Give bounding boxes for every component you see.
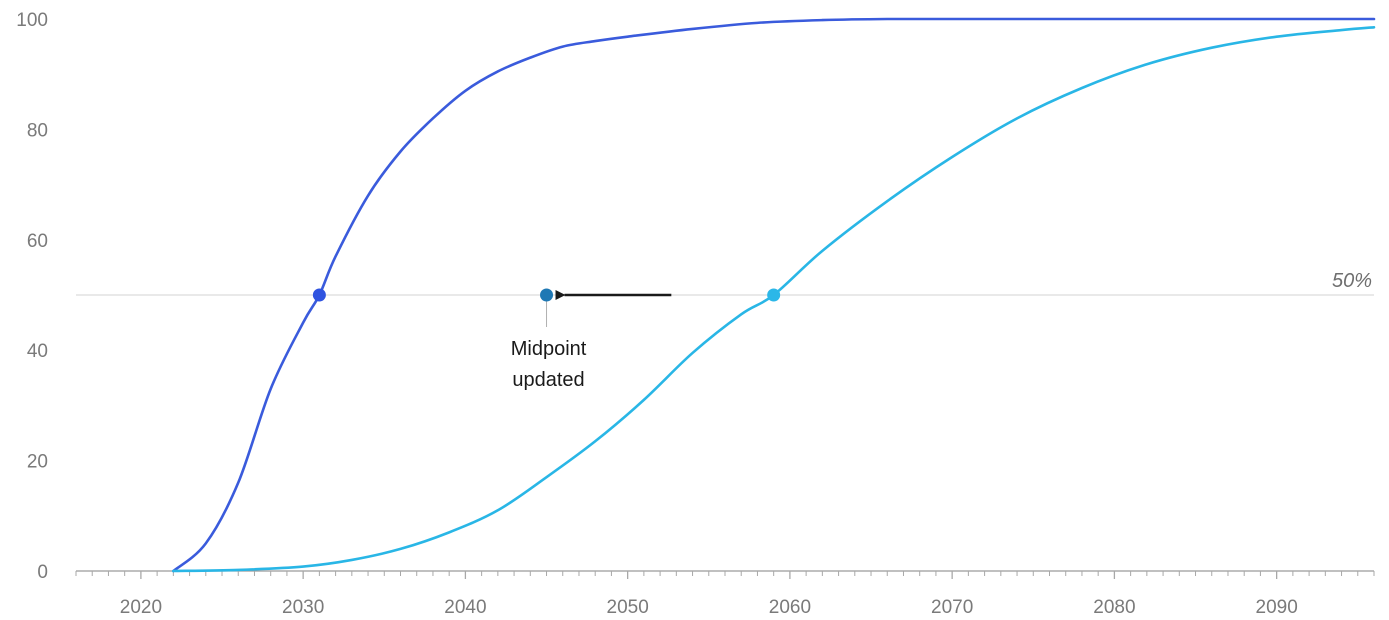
x-tick-label: 2020 bbox=[120, 597, 162, 618]
x-tick-label: 2030 bbox=[282, 597, 324, 618]
x-tick-label: 2080 bbox=[1093, 597, 1135, 618]
x-tick-label: 2070 bbox=[931, 597, 973, 618]
highlight-point-2 bbox=[540, 288, 554, 302]
highlight-point-3 bbox=[767, 288, 781, 302]
annotation-text-line: Midpoint bbox=[511, 338, 587, 360]
reference-line-label: 50% bbox=[1332, 270, 1372, 292]
series-line-2 bbox=[172, 25, 1376, 573]
x-tick-label: 2060 bbox=[769, 597, 811, 618]
x-tick-label: 2050 bbox=[607, 597, 649, 618]
y-tick-label: 0 bbox=[37, 562, 48, 583]
x-tick-label: 2040 bbox=[444, 597, 486, 618]
y-tick-label: 20 bbox=[27, 452, 48, 473]
y-tick-label: 40 bbox=[27, 341, 48, 362]
x-tick-label: 2090 bbox=[1256, 597, 1298, 618]
highlight-point-1 bbox=[312, 288, 326, 302]
y-tick-label: 100 bbox=[16, 10, 48, 31]
annotation-text-line: updated bbox=[512, 369, 584, 391]
series-line-1 bbox=[172, 17, 1376, 573]
y-tick-label: 60 bbox=[27, 231, 48, 252]
y-tick-label: 80 bbox=[27, 120, 48, 141]
